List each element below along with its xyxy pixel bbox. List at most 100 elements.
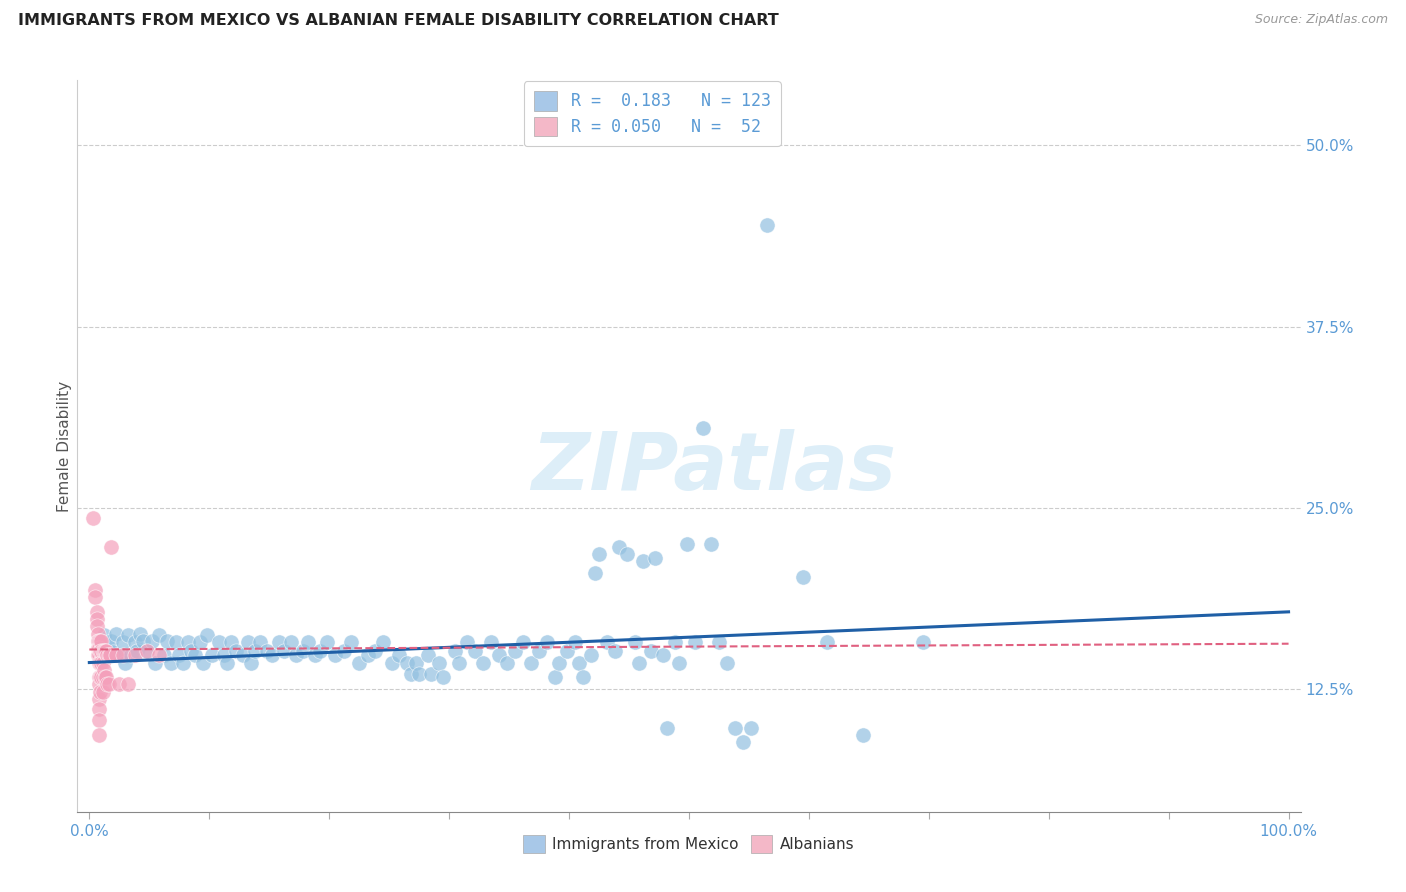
Point xyxy=(87,714,110,728)
Point xyxy=(527,644,550,658)
Point xyxy=(86,612,108,626)
Point xyxy=(456,635,478,649)
Y-axis label: Female Disability: Female Disability xyxy=(56,380,72,512)
Point xyxy=(90,644,112,658)
Point xyxy=(86,619,108,633)
Point xyxy=(371,635,394,649)
Point xyxy=(87,677,110,691)
Point xyxy=(172,656,194,670)
Point xyxy=(87,648,110,663)
Point xyxy=(87,728,110,742)
Point xyxy=(564,635,586,649)
Point xyxy=(232,648,254,663)
Point xyxy=(651,648,673,663)
Point xyxy=(240,656,263,670)
Point xyxy=(396,656,419,670)
Point xyxy=(444,644,467,658)
Point xyxy=(111,648,134,663)
Point xyxy=(699,537,721,551)
Legend: Immigrants from Mexico, Albanians: Immigrants from Mexico, Albanians xyxy=(517,829,860,859)
Point xyxy=(208,635,231,649)
Point xyxy=(89,684,111,698)
Point xyxy=(104,648,127,663)
Point xyxy=(503,644,526,658)
Point xyxy=(675,537,697,551)
Point xyxy=(755,218,778,232)
Point xyxy=(291,644,314,658)
Point xyxy=(169,648,191,663)
Point xyxy=(114,656,136,670)
Point xyxy=(284,648,307,663)
Point xyxy=(512,635,534,649)
Point xyxy=(90,656,112,670)
Point xyxy=(135,644,157,658)
Point xyxy=(87,633,110,648)
Point xyxy=(572,670,595,684)
Point xyxy=(315,635,337,649)
Point xyxy=(416,648,439,663)
Point xyxy=(644,551,666,566)
Text: Source: ZipAtlas.com: Source: ZipAtlas.com xyxy=(1254,13,1388,27)
Point xyxy=(519,656,541,670)
Point xyxy=(91,644,114,658)
Point xyxy=(603,644,626,658)
Point xyxy=(90,670,112,684)
Point xyxy=(297,635,319,649)
Point xyxy=(399,667,422,681)
Point xyxy=(120,648,142,663)
Point xyxy=(87,626,110,640)
Point xyxy=(111,635,134,649)
Point xyxy=(193,656,215,670)
Point xyxy=(488,648,510,663)
Point xyxy=(160,656,183,670)
Point xyxy=(108,677,131,691)
Point xyxy=(89,670,111,684)
Point xyxy=(94,670,117,684)
Point xyxy=(616,547,638,561)
Point xyxy=(212,648,235,663)
Point xyxy=(143,656,166,670)
Point xyxy=(117,677,139,691)
Point xyxy=(87,670,110,684)
Point xyxy=(731,735,754,749)
Point xyxy=(87,656,110,670)
Point xyxy=(273,644,295,658)
Point xyxy=(548,656,571,670)
Point xyxy=(90,633,112,648)
Point xyxy=(304,648,326,663)
Point xyxy=(96,677,118,691)
Point xyxy=(201,648,224,663)
Point xyxy=(364,644,387,658)
Point xyxy=(657,721,679,735)
Point xyxy=(579,648,602,663)
Point xyxy=(596,635,619,649)
Point xyxy=(792,570,814,584)
Point xyxy=(165,635,187,649)
Point xyxy=(180,644,202,658)
Point xyxy=(124,635,146,649)
Point xyxy=(332,644,354,658)
Point xyxy=(640,644,662,658)
Point xyxy=(236,635,259,649)
Point xyxy=(94,644,117,658)
Point xyxy=(420,667,443,681)
Point xyxy=(588,547,610,561)
Point xyxy=(624,635,647,649)
Point xyxy=(911,635,934,649)
Point xyxy=(93,663,115,677)
Point xyxy=(852,728,875,742)
Point xyxy=(87,648,110,663)
Point xyxy=(555,644,578,658)
Point xyxy=(195,628,218,642)
Point xyxy=(127,644,149,658)
Point xyxy=(380,656,402,670)
Point xyxy=(94,670,117,684)
Point xyxy=(117,628,139,642)
Point xyxy=(100,540,122,554)
Point xyxy=(405,656,427,670)
Point xyxy=(188,635,211,649)
Point xyxy=(141,633,163,648)
Point xyxy=(96,648,118,663)
Point xyxy=(716,656,738,670)
Point xyxy=(692,421,714,435)
